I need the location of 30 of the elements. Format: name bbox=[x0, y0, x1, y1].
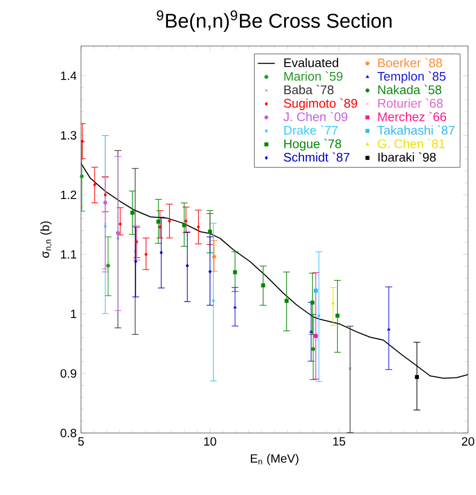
x-axis-title: E$_{n}$ (MeV) bbox=[250, 454, 298, 466]
legend-label: Merchez `66 bbox=[378, 112, 446, 122]
legend-label: Roturier `68 bbox=[378, 98, 443, 108]
y-axis-title: σ$_{n,n}$ (b) bbox=[40, 221, 52, 258]
y-tick-label: 0.9 bbox=[60, 369, 76, 378]
legend-label: Drake `77 bbox=[284, 125, 338, 135]
legend-label: Sugimoto `89 bbox=[284, 98, 358, 110]
legend-label: Baba `78 bbox=[284, 84, 334, 94]
y-tick-label: 1.4 bbox=[61, 72, 76, 80]
legend-label: Boerker `88 bbox=[378, 58, 442, 68]
legend-label: Ibaraki `98 bbox=[378, 152, 436, 162]
legend-label: Hogue `78 bbox=[284, 138, 342, 151]
x-tick-label: 5 bbox=[78, 437, 84, 446]
y-tick-label: 0.8 bbox=[60, 428, 76, 438]
legend-label: Schmidt `87 bbox=[284, 152, 350, 162]
legend-label: Templon `85 bbox=[378, 71, 446, 84]
legend-label: Marion `59 bbox=[284, 71, 342, 81]
y-tick-label: 1.1 bbox=[61, 250, 76, 259]
y-tick-label: 1 bbox=[71, 310, 76, 318]
legend-label: J. Chen `09 bbox=[284, 112, 348, 122]
chart-title: $^{9}$Be(n,n)$^{9}$Be Cross Section bbox=[156, 10, 392, 32]
x-tick-label: 15 bbox=[333, 437, 346, 446]
legend-label: G. Chen `81 bbox=[378, 138, 445, 148]
legend-label: Nakada `58 bbox=[378, 84, 442, 94]
y-tick-label: 1.2 bbox=[61, 190, 76, 200]
legend-label: Takahashi `87 bbox=[378, 125, 454, 135]
x-tick-label: 20 bbox=[462, 437, 474, 446]
legend-label: Evaluated bbox=[284, 58, 338, 68]
x-tick-label: 10 bbox=[204, 437, 216, 446]
y-tick-label: 1.3 bbox=[61, 131, 76, 140]
